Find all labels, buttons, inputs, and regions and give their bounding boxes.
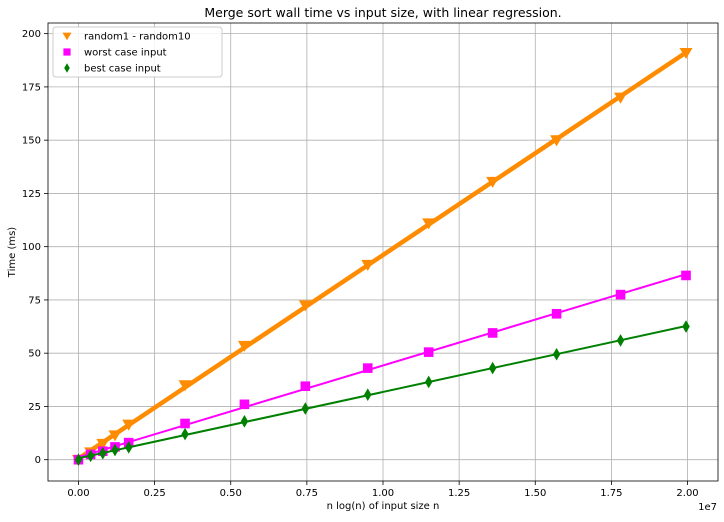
x-tick-label: 2.00 (676, 488, 698, 499)
legend-marker (63, 48, 71, 56)
data-point (240, 415, 249, 428)
y-tick-label: 150 (22, 136, 41, 147)
legend-label: random1 - random10 (84, 32, 191, 43)
y-tick-label: 75 (28, 295, 41, 306)
data-point (423, 347, 434, 357)
x-tick-label: 1.00 (372, 488, 394, 499)
data-point (86, 449, 95, 463)
legend-marker (64, 63, 70, 73)
data-point (111, 443, 119, 457)
x-axis-label: n log(n) of input size n (327, 501, 440, 512)
data-point (364, 388, 372, 402)
legend-marker (62, 32, 72, 41)
data-point (551, 308, 562, 319)
data-point (679, 47, 693, 59)
data-point (99, 447, 107, 460)
data-point (74, 453, 83, 466)
legend-label: best case input (84, 64, 161, 75)
x-tick-label: 0.75 (296, 488, 318, 499)
series-group (74, 320, 690, 466)
y-tick-label: 175 (22, 82, 41, 93)
data-point (682, 320, 690, 333)
grid-layer (48, 23, 718, 481)
y-tick-label: 25 (28, 402, 41, 413)
regression-line (77, 273, 688, 459)
x-tick-label: 0.25 (143, 488, 165, 499)
data-point (237, 340, 251, 352)
series-layer (71, 47, 693, 466)
data-point (239, 399, 250, 410)
legend-label: worst case input (84, 48, 167, 59)
tick-layer: 0.00 0.25 0.50 0.75 1.00 1.25 1.50 1.75 2.00 0 25 5… (22, 29, 699, 499)
x-tick-label: 0.50 (220, 488, 242, 499)
y-tick-label: 125 (22, 189, 41, 200)
data-point (124, 441, 133, 454)
data-point (681, 270, 691, 281)
y-axis-label: Time (ms) (7, 227, 18, 279)
chart-title: Merge sort wall time vs input size, with… (204, 5, 561, 20)
x-tick-label: 1.50 (524, 488, 546, 499)
legend-items: random1 - random10 worst case input best c… (62, 32, 191, 75)
data-point (300, 381, 311, 392)
data-point (122, 419, 136, 431)
data-point (486, 176, 500, 188)
data-point (550, 135, 564, 147)
y-tick-label: 50 (28, 349, 41, 360)
regression-line (76, 50, 689, 461)
data-point (615, 289, 626, 300)
y-tick-label: 0 (35, 455, 41, 466)
x-tick-label: 1.25 (448, 488, 470, 499)
x-tick-label: 0.00 (67, 488, 89, 499)
data-point (422, 218, 436, 230)
y-tick-label: 100 (22, 242, 41, 253)
data-point (362, 363, 373, 373)
legend: random1 - random10 worst case input best c… (52, 26, 223, 78)
data-point (301, 402, 310, 415)
regression-line (77, 324, 688, 460)
data-point (614, 92, 628, 104)
data-point (424, 375, 433, 389)
data-point (178, 380, 192, 392)
data-point (108, 430, 122, 442)
y-tick-label: 200 (22, 29, 41, 40)
data-point (552, 347, 561, 361)
data-point (180, 418, 190, 429)
data-point (616, 334, 625, 347)
data-point (181, 427, 189, 441)
data-point (488, 361, 497, 375)
legend-box (52, 26, 223, 78)
x-axis-offset-label: 1e7 (698, 502, 717, 513)
data-point (96, 438, 110, 450)
data-point (298, 300, 312, 312)
x-tick-label: 1.75 (600, 488, 622, 499)
data-point (487, 328, 498, 338)
data-point (361, 259, 375, 271)
